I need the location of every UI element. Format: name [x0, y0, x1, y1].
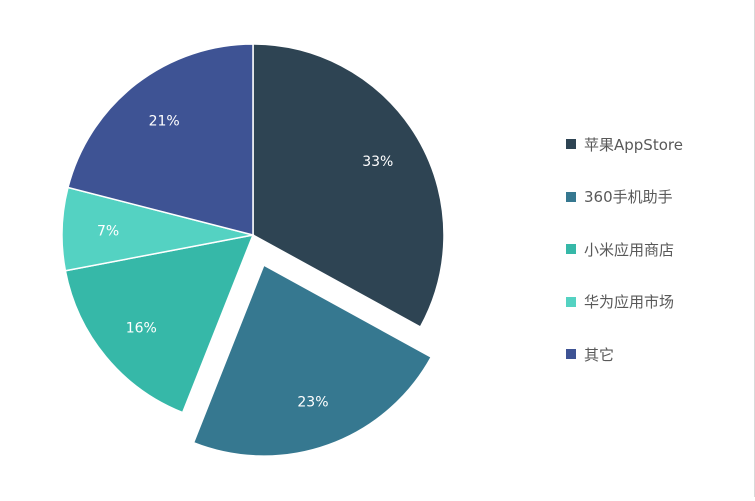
legend-item-360: 360手机助手 — [566, 184, 683, 210]
slice-appstore — [252, 43, 445, 329]
legend-item-xiaomi: 小米应用商店 — [566, 236, 683, 262]
legend-swatch — [566, 244, 576, 254]
slice-value-label: 33% — [362, 154, 393, 170]
slice-360 — [192, 264, 433, 457]
slice-value-label: 7% — [97, 223, 119, 239]
legend-swatch — [566, 349, 576, 359]
slice-value-label: 16% — [126, 320, 157, 336]
legend-swatch — [566, 296, 576, 307]
legend-swatch — [566, 139, 576, 149]
legend-swatch — [566, 191, 576, 202]
legend-item-other: 其它 — [566, 341, 683, 367]
legend-label: 其它 — [584, 345, 615, 364]
legend-label: 小米应用商店 — [584, 240, 675, 259]
legend-label: 苹果AppStore — [584, 135, 683, 154]
legend-item-huawei: 华为应用市场 — [566, 289, 683, 315]
slice-other — [67, 43, 254, 236]
slice-value-label: 21% — [149, 113, 180, 129]
slice-value-label: 23% — [297, 395, 328, 411]
legend-label: 360手机助手 — [584, 188, 673, 206]
legend-label: 华为应用市场 — [584, 293, 675, 311]
legend-item-appstore: 苹果AppStore — [566, 131, 683, 157]
slice-xiaomi — [64, 234, 255, 414]
chart-legend: 苹果AppStore 360手机助手 小米应用商店 华为应用市场 其它 — [566, 131, 683, 394]
